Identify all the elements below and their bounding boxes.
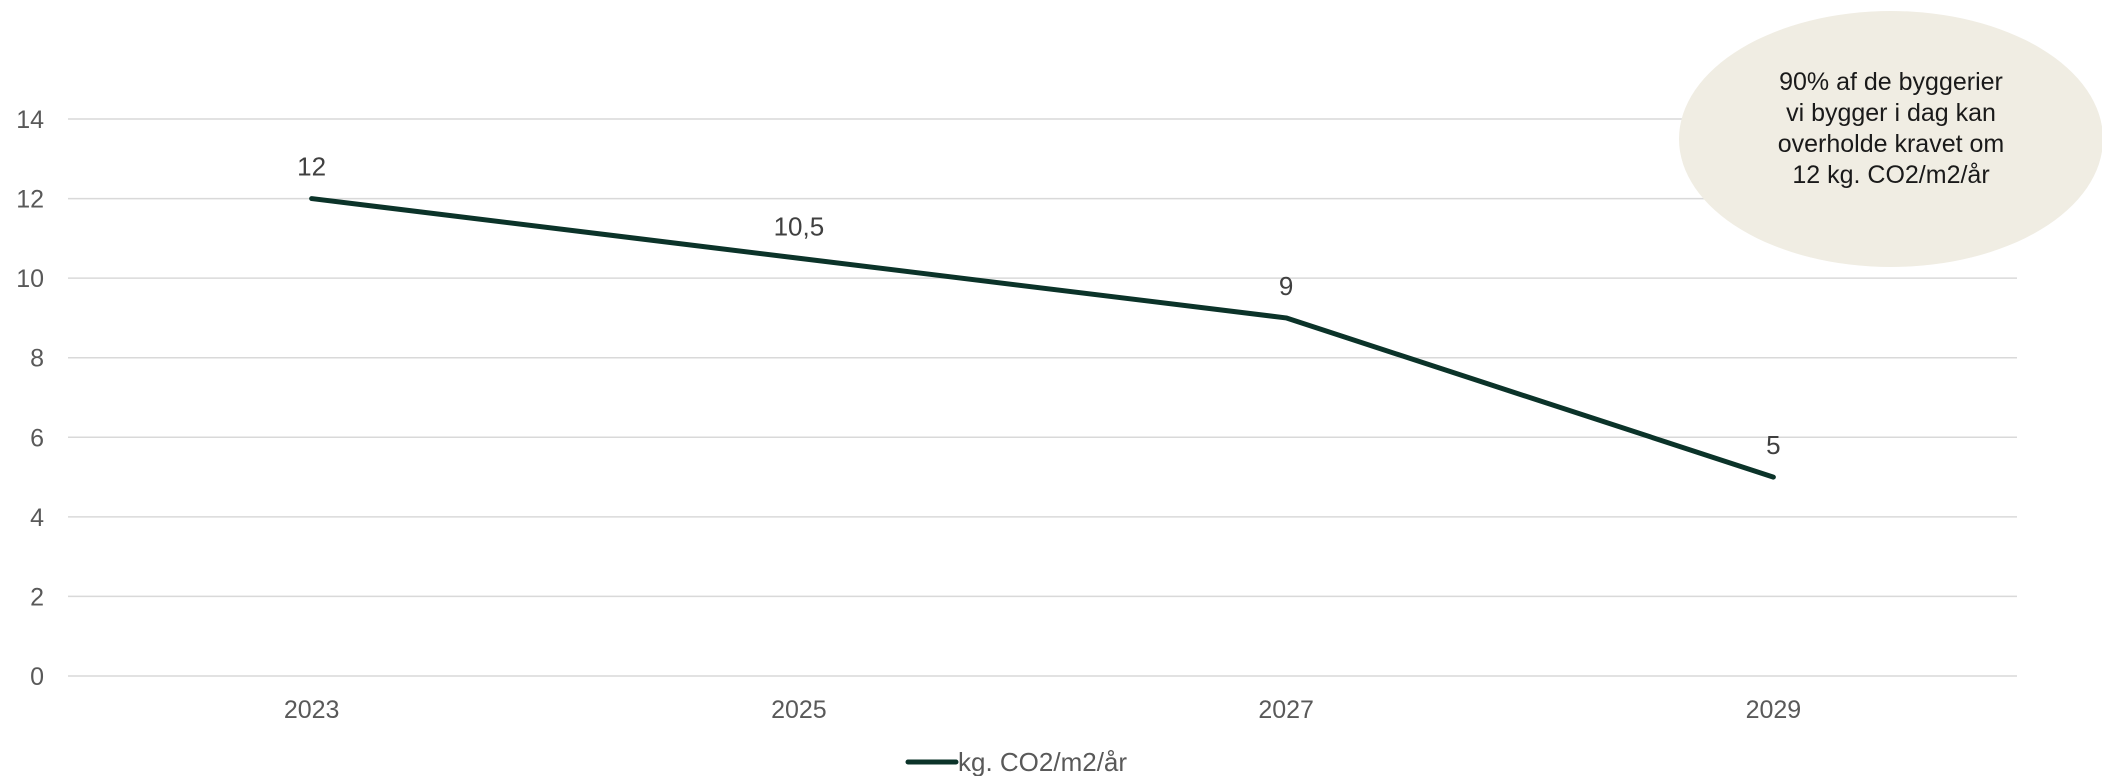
y-tick-label: 12 [16, 186, 44, 214]
data-label: 5 [1766, 430, 1780, 460]
x-tick-label: 2027 [1258, 696, 1314, 724]
x-tick-label: 2029 [1746, 696, 1802, 724]
x-axis-tick-labels: 2023 2025 2027 2029 [284, 696, 1801, 724]
y-tick-label: 8 [30, 345, 44, 373]
y-tick-label: 2 [30, 583, 44, 611]
y-axis-tick-labels: 0 2 4 6 8 10 12 14 [16, 106, 44, 691]
y-tick-label: 14 [16, 106, 44, 134]
series-line [309, 196, 1776, 480]
gridlines [68, 118, 2017, 677]
legend-label: kg. CO2/m2/år [958, 747, 1127, 776]
y-tick-label: 10 [16, 265, 44, 293]
y-tick-label: 6 [30, 424, 44, 452]
annotation-text: 90% af de byggerier vi bygger i dag kan … [1777, 68, 2005, 189]
series-layer [309, 196, 1776, 480]
annotation-callout: 90% af de byggerier vi bygger i dag kan … [1679, 11, 2102, 267]
data-label: 10,5 [774, 211, 825, 241]
data-label: 12 [297, 152, 326, 182]
x-tick-label: 2025 [771, 696, 827, 724]
y-tick-label: 0 [30, 663, 44, 691]
y-tick-label: 4 [30, 504, 44, 532]
x-tick-label: 2023 [284, 696, 340, 724]
data-labels: 12 10,5 9 5 [297, 152, 1780, 461]
data-label: 9 [1279, 271, 1293, 301]
legend: kg. CO2/m2/år [905, 747, 1127, 776]
